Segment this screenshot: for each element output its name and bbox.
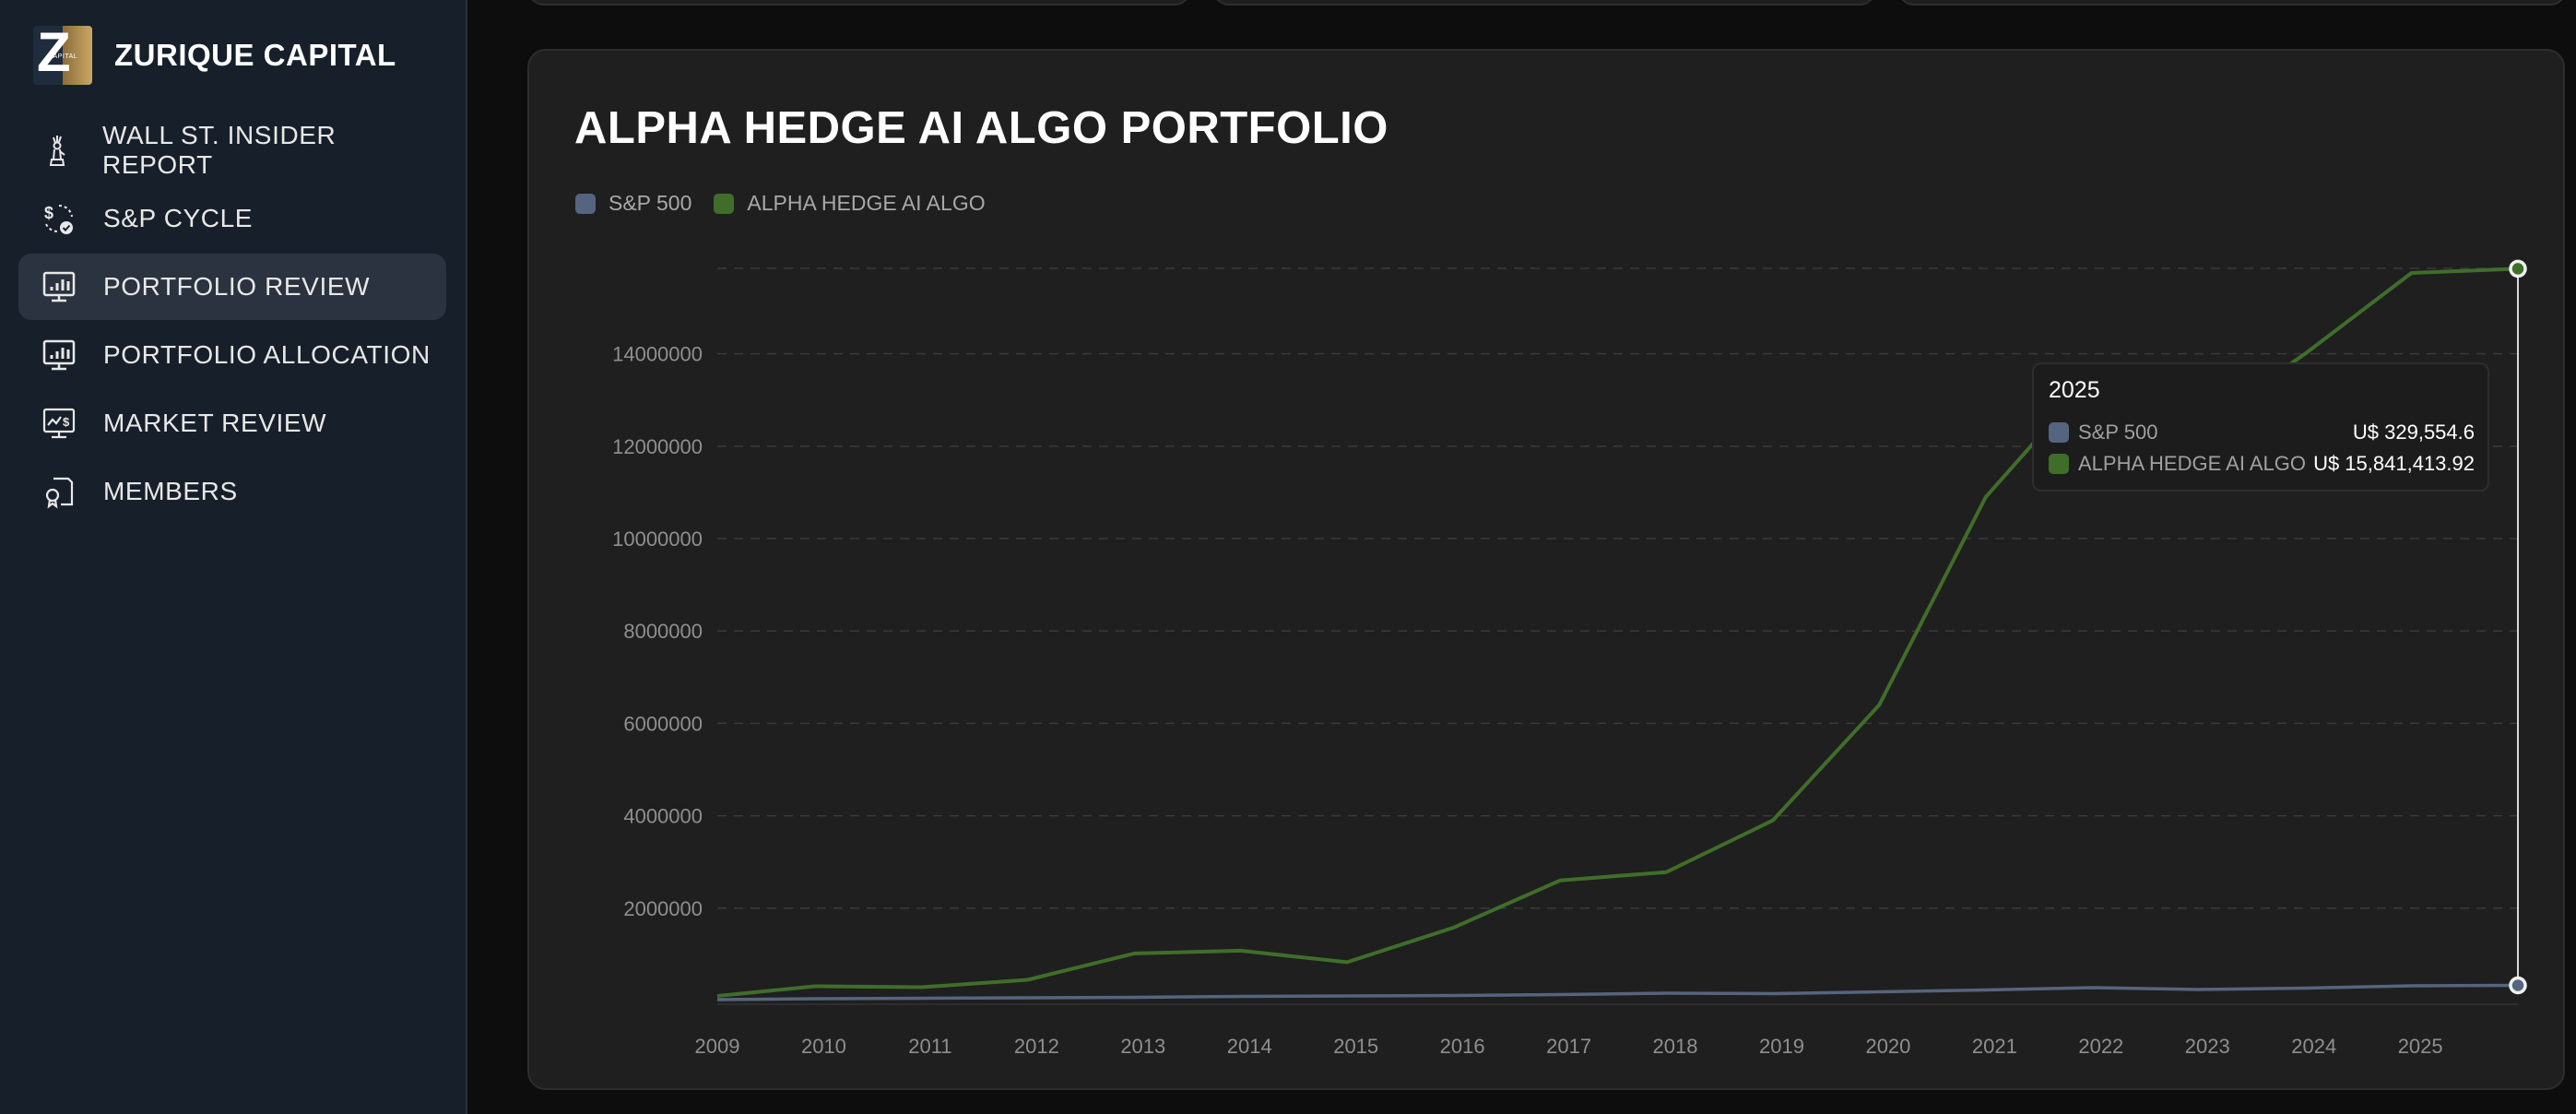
y-tick-label: 2000000 — [623, 897, 703, 920]
tooltip-row-alpha-hedge: ALPHA HEDGE AI ALGO U$ 15,841,413.92 — [2049, 448, 2475, 480]
sidebar-item-label: WALL ST. INSIDER REPORT — [102, 121, 337, 179]
sidebar-nav: WALL ST. INSIDER REPORT $ S&P CYCLE — [18, 117, 446, 527]
company-logo: Z CAPITAL — [33, 26, 92, 85]
y-tick-label: 6000000 — [623, 712, 703, 735]
summary-card — [527, 0, 1191, 6]
legend-label: S&P 500 — [609, 191, 692, 215]
legend-swatch — [714, 193, 735, 214]
monitor-chart-icon — [39, 267, 79, 307]
y-tick-label: 10000000 — [612, 527, 703, 551]
tooltip-label: ALPHA HEDGE AI ALGO — [2078, 452, 2306, 475]
x-tick-label: 2009 — [695, 1035, 740, 1058]
legend-swatch — [575, 193, 596, 214]
tooltip-swatch — [2049, 454, 2069, 474]
tooltip-swatch — [2049, 422, 2069, 443]
tooltip-row-sp500: S&P 500 U$ 329,554.6 — [2049, 417, 2475, 448]
sidebar-item-portfolio-review[interactable]: PORTFOLIO REVIEW — [18, 254, 446, 320]
sidebar-item-portfolio-allocation[interactable]: PORTFOLIO ALLOCATION — [18, 322, 446, 388]
x-tick-label: 2022 — [2078, 1035, 2123, 1058]
sidebar-item-market-review[interactable]: $ MARKET REVIEW — [18, 390, 446, 456]
x-tick-label: 2016 — [1440, 1035, 1485, 1058]
legend-item-alpha-hedge[interactable]: ALPHA HEDGE AI ALGO — [714, 191, 986, 216]
x-tick-label: 2011 — [908, 1035, 951, 1058]
line-chart[interactable]: 2000000 4000000 6000000 8000000 10000000 1200… — [529, 51, 2567, 1092]
x-tick-label: 2010 — [801, 1035, 846, 1058]
brand[interactable]: Z CAPITAL ZURIQUE CAPITAL — [33, 26, 396, 85]
summary-card — [1212, 0, 1876, 6]
sidebar-item-wall-st-insider-report[interactable]: WALL ST. INSIDER REPORT — [18, 117, 446, 184]
x-tick-label: 2015 — [1333, 1035, 1378, 1058]
sp500-point — [2509, 976, 2527, 995]
y-tick-label: 12000000 — [612, 435, 703, 458]
x-tick-label: 2021 — [1972, 1035, 2017, 1058]
sidebar-item-label: PORTFOLIO ALLOCATION — [103, 340, 431, 369]
tooltip-value: U$ 329,554.6 — [2352, 421, 2475, 444]
x-tick-label: 2019 — [1759, 1035, 1804, 1058]
dollar-cycle-icon: $ — [39, 198, 79, 239]
sidebar-item-label: S&P CYCLE — [103, 204, 254, 232]
sidebar-item-label: MARKET REVIEW — [103, 409, 327, 437]
tooltip-title: 2025 — [2049, 377, 2100, 403]
alpha-hedge-point — [2509, 259, 2527, 278]
sidebar-item-members[interactable]: MEMBERS — [18, 458, 446, 525]
y-tick-label: 14000000 — [612, 343, 703, 366]
svg-text:$: $ — [63, 415, 70, 429]
x-tick-label: 2020 — [1865, 1035, 1910, 1058]
x-tick-label: 2014 — [1227, 1035, 1272, 1058]
x-tick-label: 2025 — [2398, 1035, 2443, 1058]
brand-name: ZURIQUE CAPITAL — [114, 38, 396, 72]
chart-legend: S&P 500 ALPHA HEDGE AI ALGO — [575, 191, 1008, 216]
monitor-dollar-icon: $ — [39, 403, 79, 444]
y-tick-label: 8000000 — [623, 620, 703, 643]
x-tick-label: 2017 — [1546, 1035, 1591, 1058]
x-tick-label: 2012 — [1014, 1035, 1059, 1058]
summary-card — [1897, 0, 2567, 6]
sidebar-item-sp-cycle[interactable]: $ S&P CYCLE — [18, 185, 446, 252]
legend-label: ALPHA HEDGE AI ALGO — [747, 191, 986, 215]
legend-item-sp500[interactable]: S&P 500 — [575, 191, 691, 216]
x-tick-label: 2024 — [2291, 1035, 2336, 1058]
tooltip-value: U$ 15,841,413.92 — [2313, 452, 2475, 475]
sidebar: Z CAPITAL ZURIQUE CAPITAL WALL ST. INSID… — [0, 0, 467, 1114]
sidebar-item-label: PORTFOLIO REVIEW — [103, 272, 371, 301]
y-tick-label: 4000000 — [623, 805, 703, 828]
statue-of-liberty-icon — [39, 130, 78, 171]
x-tick-label: 2013 — [1120, 1035, 1165, 1058]
svg-text:$: $ — [44, 204, 54, 222]
portfolio-chart-card: ALPHA HEDGE AI ALGO PORTFOLIO S&P 500 AL… — [527, 49, 2565, 1090]
sp500-line — [716, 983, 2519, 1001]
chart-tooltip: 2025 S&P 500 U$ 329,554.6 ALPHA HEDGE AI… — [2032, 362, 2489, 492]
tooltip-label: S&P 500 — [2078, 421, 2158, 444]
member-badge-icon — [39, 471, 79, 512]
chart-title: ALPHA HEDGE AI ALGO PORTFOLIO — [574, 103, 1388, 153]
sidebar-item-label: MEMBERS — [103, 477, 238, 505]
monitor-chart-icon — [39, 335, 79, 375]
x-tick-label: 2018 — [1653, 1035, 1698, 1058]
x-tick-label: 2023 — [2185, 1035, 2230, 1058]
